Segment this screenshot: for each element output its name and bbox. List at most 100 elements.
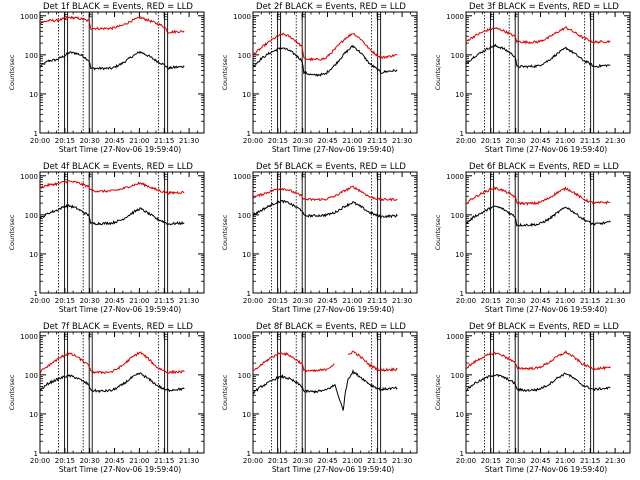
chart-title: Det 2f BLACK = Events, RED = LLD	[256, 2, 406, 12]
x-tick-label: 21:30	[605, 137, 625, 145]
x-tick-label: 21:15	[580, 297, 600, 305]
lld-series-line	[252, 185, 398, 202]
plot-frame	[252, 11, 418, 134]
x-tick-label: 20:00	[243, 457, 263, 465]
events-series-line	[252, 368, 398, 411]
x-tick-label: 20:30	[293, 457, 313, 465]
event-marker-label: F	[514, 13, 519, 22]
chart-svg: Det 9f BLACK = Events, RED = LLD 1 10 100 10…	[434, 322, 631, 474]
detector-panel-4: Det 4f BLACK = Events, RED = LLD 1 10 100 10…	[0, 160, 213, 320]
y-tick-label: 10	[29, 251, 38, 259]
x-tick-label: 20:15	[481, 137, 501, 145]
y-tick-label: 1	[247, 290, 251, 298]
plot-frame	[39, 331, 205, 454]
x-tick-label: 21:15	[367, 137, 387, 145]
x-tick-label: 20:00	[456, 297, 476, 305]
y-tick-label: 1	[34, 450, 38, 458]
x-axis-label: Start Time (27-Nov-06 19:59:40)	[59, 465, 181, 474]
x-tick-label: 20:00	[30, 137, 50, 145]
x-tick-label: 20:00	[30, 297, 50, 305]
y-tick-label: 1000	[233, 13, 251, 21]
events-series-line	[39, 203, 185, 226]
x-tick-label: 21:00	[342, 297, 362, 305]
x-axis-label: Start Time (27-Nov-06 19:59:40)	[485, 465, 607, 474]
chart-svg: Det 3f BLACK = Events, RED = LLD 1 10 100 10…	[434, 2, 631, 154]
plot-frame	[465, 171, 631, 294]
event-marker-label: F	[514, 173, 519, 182]
chart-svg: Det 5f BLACK = Events, RED = LLD 1 10 100 10…	[221, 162, 418, 314]
chart-svg: Det 2f BLACK = Events, RED = LLD 1 10 100 10…	[221, 2, 418, 154]
x-tick-label: 20:00	[456, 457, 476, 465]
x-tick-label: 20:45	[530, 137, 550, 145]
y-axis-label: Counts/sec	[8, 374, 16, 410]
event-marker-label: F	[514, 333, 519, 342]
chart-svg: Det 7f BLACK = Events, RED = LLD 1 10 100 10…	[8, 322, 205, 474]
y-tick-label: 10	[455, 251, 464, 259]
chart-svg: Det 8f BLACK = Events, RED = LLD 1 10 100 10…	[221, 322, 418, 474]
x-axis-label: Start Time (27-Nov-06 19:59:40)	[272, 305, 394, 314]
event-marker-label: E	[276, 333, 281, 342]
x-tick-label: 20:30	[293, 137, 313, 145]
event-marker-label: E	[489, 333, 494, 342]
x-axis-label: Start Time (27-Nov-06 19:59:40)	[59, 145, 181, 154]
x-tick-label: 21:30	[179, 457, 199, 465]
events-series-line	[465, 205, 611, 227]
event-marker-label: E	[589, 173, 594, 182]
y-tick-label: 100	[25, 52, 38, 60]
chart-svg: Det 1f BLACK = Events, RED = LLD 1 10 100 10…	[8, 2, 205, 154]
plot-frame	[39, 171, 205, 294]
x-tick-label: 21:00	[342, 137, 362, 145]
y-axis-label: Counts/sec	[8, 54, 16, 90]
x-tick-label: 20:30	[80, 137, 100, 145]
event-marker-label: F	[301, 13, 306, 22]
lld-series-line	[39, 180, 185, 195]
lld-series-line	[465, 26, 611, 45]
x-tick-label: 20:00	[243, 137, 263, 145]
y-tick-label: 1000	[20, 13, 38, 21]
y-axis-label: Counts/sec	[434, 374, 442, 410]
y-tick-label: 100	[238, 52, 251, 60]
y-tick-label: 1	[34, 290, 38, 298]
x-tick-label: 21:00	[555, 137, 575, 145]
y-tick-label: 100	[25, 372, 38, 380]
y-tick-label: 100	[238, 212, 251, 220]
detector-panel-5: Det 5f BLACK = Events, RED = LLD 1 10 100 10…	[213, 160, 426, 320]
y-tick-label: 1000	[20, 173, 38, 181]
y-tick-label: 1000	[446, 173, 464, 181]
x-axis-label: Start Time (27-Nov-06 19:59:40)	[485, 145, 607, 154]
event-marker-label: F	[88, 13, 93, 22]
x-tick-label: 21:00	[129, 137, 149, 145]
chart-svg: Det 4f BLACK = Events, RED = LLD 1 10 100 10…	[8, 162, 205, 314]
y-tick-label: 1	[460, 130, 464, 138]
x-tick-label: 21:15	[367, 457, 387, 465]
x-axis-label: Start Time (27-Nov-06 19:59:40)	[272, 465, 394, 474]
x-tick-label: 21:00	[555, 457, 575, 465]
event-marker-label: F	[88, 333, 93, 342]
y-axis-label: Counts/sec	[434, 214, 442, 250]
x-tick-label: 20:45	[317, 297, 337, 305]
events-series-line	[252, 199, 398, 219]
y-tick-label: 1000	[233, 173, 251, 181]
x-tick-label: 21:15	[367, 297, 387, 305]
chart-svg: Det 6f BLACK = Events, RED = LLD 1 10 100 10…	[434, 162, 631, 314]
chart-title: Det 3f BLACK = Events, RED = LLD	[469, 2, 619, 12]
y-tick-label: 10	[242, 91, 251, 99]
detector-panel-7: Det 7f BLACK = Events, RED = LLD 1 10 100 10…	[0, 320, 213, 480]
x-tick-label: 20:45	[317, 137, 337, 145]
x-tick-label: 20:00	[243, 297, 263, 305]
lld-series-line	[465, 349, 611, 371]
events-series-line	[39, 372, 185, 394]
y-tick-label: 1	[247, 450, 251, 458]
x-tick-label: 20:00	[456, 137, 476, 145]
x-tick-label: 20:30	[506, 297, 526, 305]
y-tick-label: 10	[455, 411, 464, 419]
x-tick-label: 20:15	[268, 457, 288, 465]
lld-series-line	[252, 32, 398, 62]
detector-panel-3: Det 3f BLACK = Events, RED = LLD 1 10 100 10…	[426, 0, 639, 160]
x-tick-label: 21:30	[179, 297, 199, 305]
x-tick-label: 21:00	[129, 297, 149, 305]
y-tick-label: 1	[247, 130, 251, 138]
x-tick-label: 21:00	[129, 457, 149, 465]
x-axis-label: Start Time (27-Nov-06 19:59:40)	[272, 145, 394, 154]
